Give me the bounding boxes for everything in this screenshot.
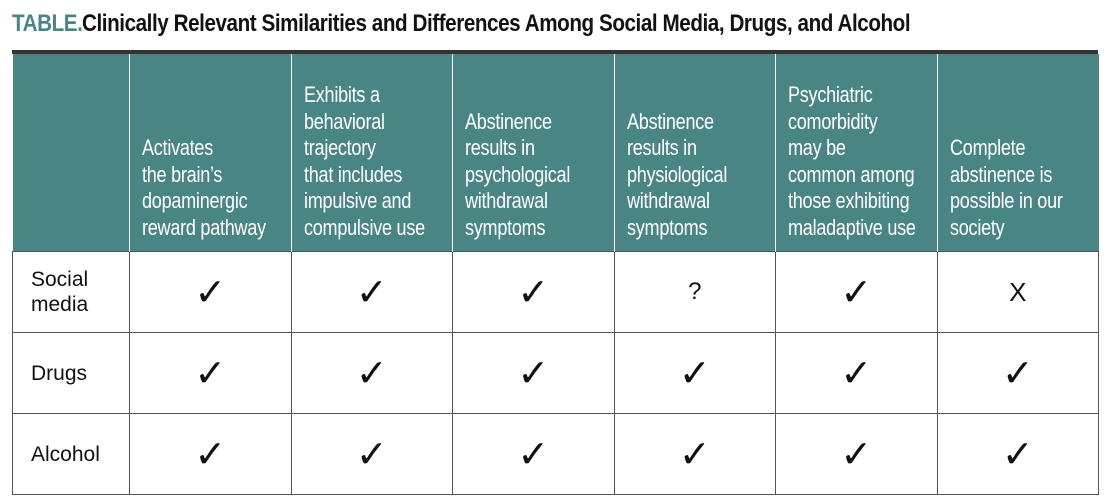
table-cell: ✓ — [613, 413, 776, 495]
header-label: Abstinence results in psychological with… — [465, 108, 571, 240]
table-row-drugs: Drugs ✓ ✓ ✓ ✓ ✓ ✓ — [12, 332, 1099, 414]
table-cell: ✓ — [129, 413, 292, 495]
check-mark: ✓ — [840, 432, 873, 476]
table-cell: ✓ — [290, 332, 453, 414]
header-label: Psychiatric comorbidity may be common am… — [788, 82, 916, 240]
table-cell: ✓ — [290, 251, 453, 333]
table-cell: ✓ — [775, 332, 938, 414]
table-cell: ✓ — [290, 413, 453, 495]
header-cell-complete-abstinence: Complete abstinence is possible in our s… — [936, 54, 1099, 252]
row-header: Drugs — [12, 332, 130, 414]
header-label: Activates the brain’s dopaminergic rewar… — [142, 135, 266, 240]
title-rule — [12, 50, 1098, 54]
comparison-table: Activates the brain’s dopaminergic rewar… — [12, 54, 1099, 495]
header-cell-behavioral-trajectory: Exhibits a behavioral trajectory that in… — [290, 54, 453, 252]
header-cell-physiological-withdrawal: Abstinence results in physiological with… — [613, 54, 776, 252]
table-title-label: TABLE. — [12, 10, 83, 37]
header-cell-dopaminergic: Activates the brain’s dopaminergic rewar… — [129, 54, 292, 252]
check-mark: ✓ — [840, 351, 873, 395]
question-mark: ? — [688, 278, 702, 305]
table-cell: X — [936, 251, 1099, 333]
check-mark: ✓ — [1001, 432, 1034, 476]
table-title-text: Clinically Relevant Similarities and Dif… — [81, 10, 911, 37]
check-mark: ✓ — [678, 432, 711, 476]
row-header: Alcohol — [12, 413, 130, 495]
table-cell: ✓ — [775, 251, 938, 333]
check-mark: ✓ — [355, 351, 388, 395]
header-label: Complete abstinence is possible in our s… — [949, 135, 1063, 240]
header-cell-psychiatric-comorbidity: Psychiatric comorbidity may be common am… — [775, 54, 938, 252]
x-mark: X — [1009, 276, 1027, 307]
row-header: Social media — [12, 251, 130, 333]
check-mark: ✓ — [678, 351, 711, 395]
table-row-social-media: Social media ✓ ✓ ✓ ? ✓ X — [12, 251, 1099, 333]
table-cell: ✓ — [936, 413, 1099, 495]
check-mark: ✓ — [194, 270, 227, 314]
table-row-alcohol: Alcohol ✓ ✓ ✓ ✓ ✓ ✓ — [12, 413, 1099, 495]
table-cell: ✓ — [775, 413, 938, 495]
header-cell-empty — [12, 54, 130, 252]
header-cell-psychological-withdrawal: Abstinence results in psychological with… — [452, 54, 615, 252]
header-label: Exhibits a behavioral trajectory that in… — [303, 82, 425, 240]
check-mark: ✓ — [355, 432, 388, 476]
check-mark: ✓ — [1001, 351, 1034, 395]
check-mark: ✓ — [840, 270, 873, 314]
header-label: Abstinence results in physiological with… — [626, 108, 727, 240]
check-mark: ✓ — [517, 432, 550, 476]
table-title: TABLE. Clinically Relevant Similarities … — [12, 10, 1045, 46]
table-cell: ✓ — [936, 332, 1099, 414]
table-cell: ✓ — [452, 251, 615, 333]
table-cell: ✓ — [452, 332, 615, 414]
header-row: Activates the brain’s dopaminergic rewar… — [12, 54, 1099, 252]
check-mark: ✓ — [517, 351, 550, 395]
table-cell: ✓ — [613, 332, 776, 414]
check-mark: ✓ — [194, 351, 227, 395]
check-mark: ✓ — [194, 432, 227, 476]
table-cell: ✓ — [129, 332, 292, 414]
table-cell: ✓ — [129, 251, 292, 333]
table-cell: ? — [613, 251, 776, 333]
check-mark: ✓ — [517, 270, 550, 314]
table-cell: ✓ — [452, 413, 615, 495]
check-mark: ✓ — [355, 270, 388, 314]
